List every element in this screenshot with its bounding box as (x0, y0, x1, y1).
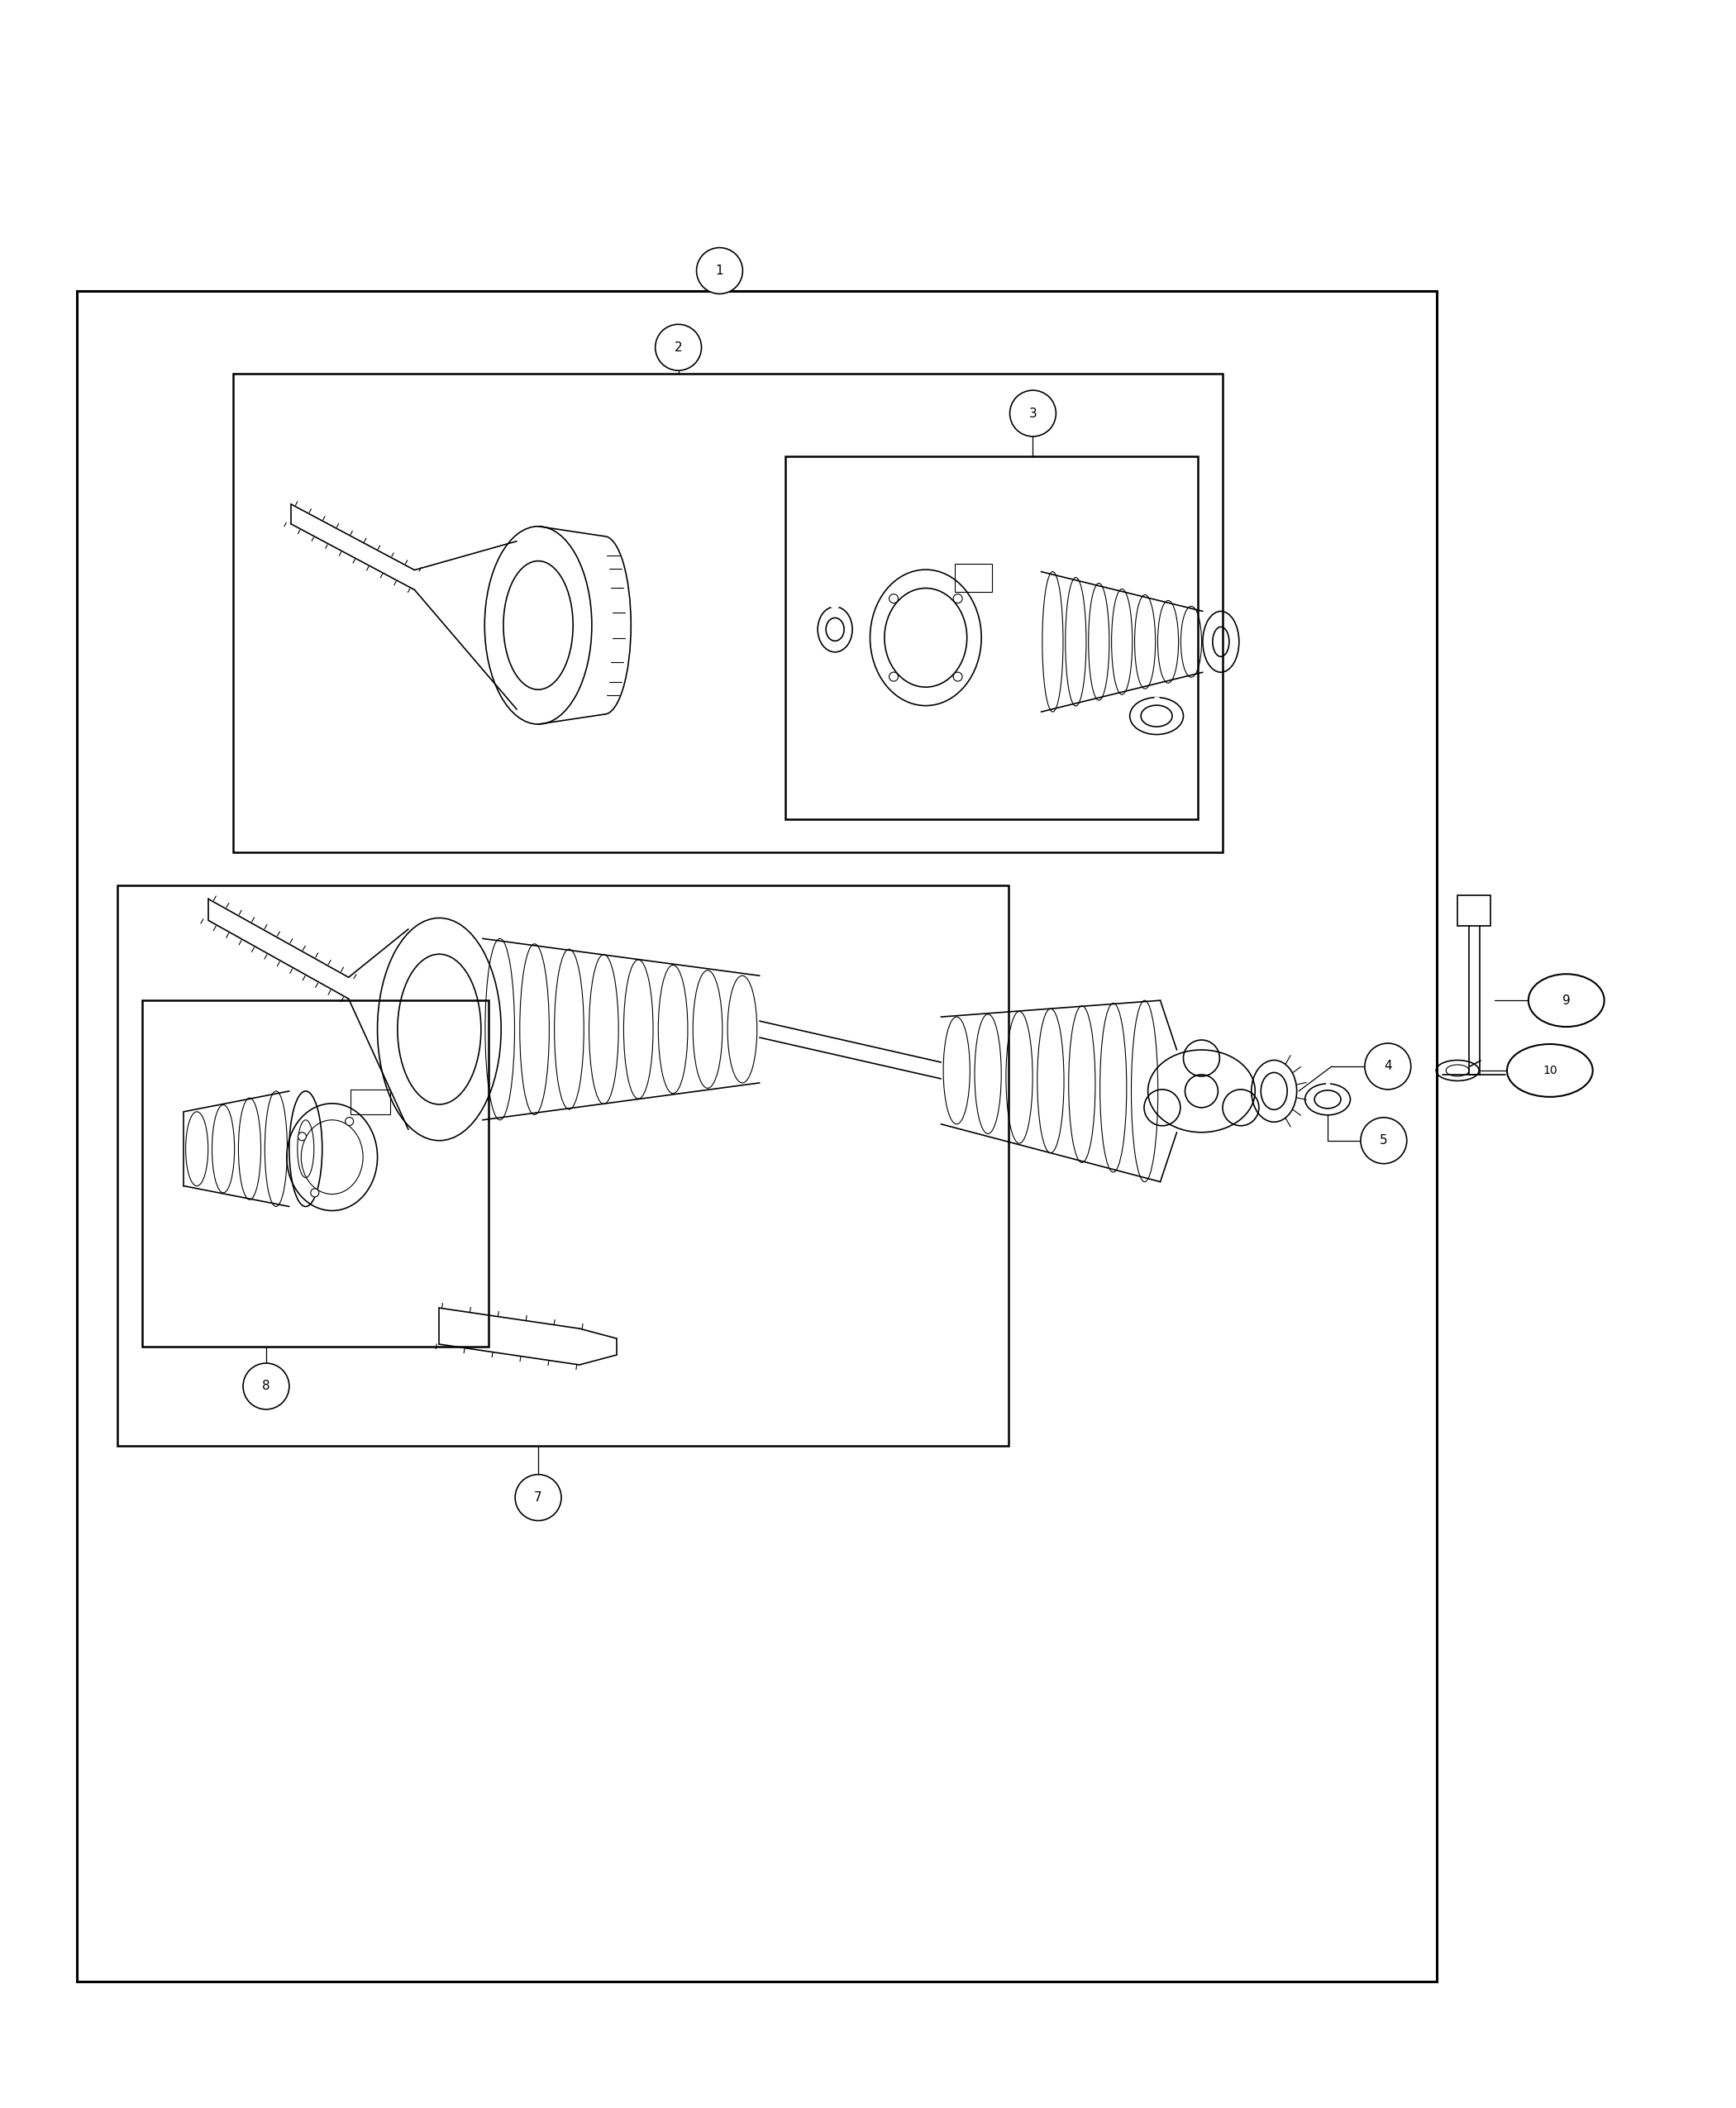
Text: 3: 3 (1029, 407, 1036, 419)
Circle shape (345, 1117, 354, 1126)
Circle shape (953, 594, 962, 603)
Text: 7: 7 (535, 1490, 542, 1503)
Circle shape (1010, 390, 1055, 436)
Circle shape (516, 1473, 561, 1520)
Bar (351, 1090, 391, 1115)
Bar (955, 563, 991, 592)
Circle shape (243, 1364, 290, 1410)
Circle shape (889, 594, 898, 603)
Text: 1: 1 (715, 264, 724, 276)
Bar (76, 291, 1437, 1982)
Ellipse shape (1528, 974, 1604, 1027)
Bar (1458, 896, 1491, 925)
Bar (118, 885, 1009, 1446)
Text: 10: 10 (1543, 1065, 1557, 1077)
Circle shape (299, 1132, 306, 1140)
Bar (142, 1001, 490, 1347)
Circle shape (654, 325, 701, 371)
Circle shape (311, 1189, 319, 1197)
Ellipse shape (1507, 1043, 1592, 1096)
Text: 2: 2 (674, 341, 682, 354)
Text: 4: 4 (1384, 1060, 1392, 1073)
Text: 5: 5 (1380, 1134, 1387, 1147)
Bar (233, 373, 1222, 852)
Circle shape (953, 672, 962, 681)
Circle shape (696, 247, 743, 293)
Circle shape (1364, 1043, 1411, 1090)
Text: 9: 9 (1562, 995, 1571, 1008)
Bar (786, 455, 1198, 820)
Text: 8: 8 (262, 1381, 271, 1393)
Circle shape (889, 672, 898, 681)
Circle shape (1361, 1117, 1406, 1164)
